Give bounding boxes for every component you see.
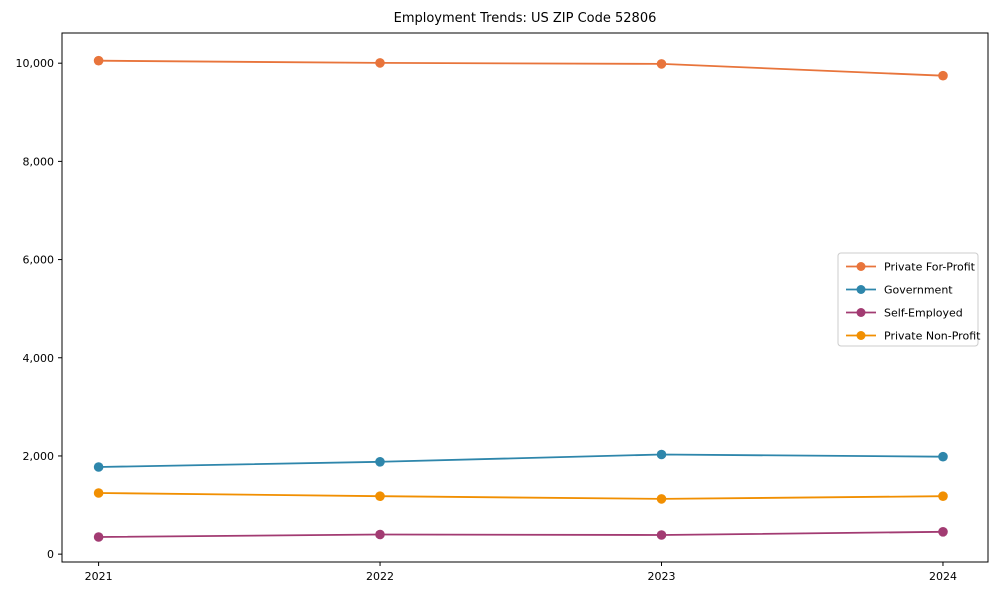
y-tick-label: 6,000	[23, 254, 55, 267]
y-tick-label: 8,000	[23, 155, 55, 168]
series-line-private-non-profit	[98, 492, 944, 500]
data-point-private-for-profit-2021	[93, 55, 104, 66]
data-point-self-employed-2021	[93, 532, 104, 542]
legend-label-self-employed: Self-Employed	[884, 307, 963, 320]
data-point-private-non-profit-2021	[93, 488, 104, 498]
data-point-private-for-profit-2022	[375, 58, 385, 68]
series-line-self-employed	[98, 530, 944, 538]
data-point-private-for-profit-2024	[938, 70, 948, 81]
data-point-government-2022	[375, 457, 385, 467]
legend-marker-private-for-profit	[856, 262, 866, 271]
legend-marker-government	[856, 285, 866, 294]
legend-marker-self-employed	[856, 308, 866, 317]
data-point-private-non-profit-2023	[656, 494, 667, 504]
axes-border	[61, 32, 989, 563]
data-point-self-employed-2024	[938, 527, 948, 537]
y-tick-label: 0	[47, 548, 54, 561]
data-point-self-employed-2023	[656, 530, 667, 540]
data-point-government-2023	[656, 449, 667, 460]
data-point-private-for-profit-2023	[656, 59, 667, 69]
data-point-private-non-profit-2024	[938, 491, 948, 502]
legend-marker-private-non-profit	[856, 331, 866, 340]
x-tick-label: 2023	[648, 570, 676, 583]
y-tick-label: 2,000	[23, 450, 55, 463]
y-tick-label: 10,000	[16, 57, 55, 70]
chart-title: Employment Trends: US ZIP Code 52806	[394, 11, 657, 26]
data-point-government-2024	[938, 451, 948, 462]
x-tick-label: 2021	[85, 570, 113, 583]
y-tick-label: 4,000	[23, 352, 55, 365]
legend-box	[837, 252, 979, 347]
data-point-self-employed-2022	[375, 529, 385, 540]
x-tick-label: 2022	[366, 570, 394, 583]
legend-label-government: Government	[884, 284, 953, 297]
series-line-government	[98, 453, 944, 468]
legend-label-private-for-profit: Private For-Profit	[884, 261, 976, 274]
series-line-private-for-profit	[98, 59, 944, 77]
legend-label-private-non-profit: Private Non-Profit	[884, 330, 981, 343]
data-point-government-2021	[93, 462, 104, 472]
data-point-private-non-profit-2022	[375, 491, 385, 502]
x-tick-label: 2024	[929, 570, 957, 583]
